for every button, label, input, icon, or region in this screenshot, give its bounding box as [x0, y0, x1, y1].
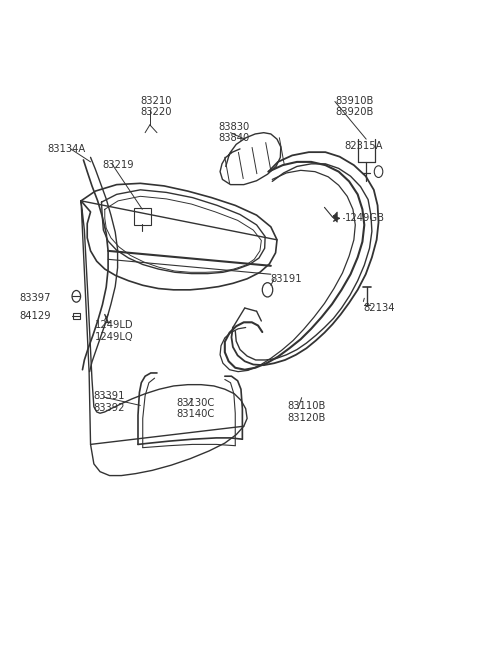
Text: 83910B
83920B: 83910B 83920B [335, 96, 373, 117]
Text: 83191: 83191 [271, 274, 302, 284]
Text: 1249GB: 1249GB [344, 214, 384, 223]
Text: 84129: 84129 [19, 312, 51, 322]
Text: 83391
83392: 83391 83392 [93, 392, 124, 413]
Text: 82134: 82134 [363, 303, 395, 313]
Text: 83130C
83140C: 83130C 83140C [176, 398, 214, 419]
Text: 83210
83220: 83210 83220 [140, 96, 172, 117]
Polygon shape [333, 212, 337, 222]
Text: 83219: 83219 [102, 160, 134, 170]
Text: 83397: 83397 [19, 293, 51, 303]
Text: 82315A: 82315A [344, 141, 383, 151]
Text: 83134A: 83134A [48, 144, 86, 154]
Text: 83110B
83120B: 83110B 83120B [288, 401, 326, 422]
Text: 1249LD
1249LQ: 1249LD 1249LQ [96, 320, 134, 341]
Text: 83830
83840: 83830 83840 [219, 122, 250, 143]
